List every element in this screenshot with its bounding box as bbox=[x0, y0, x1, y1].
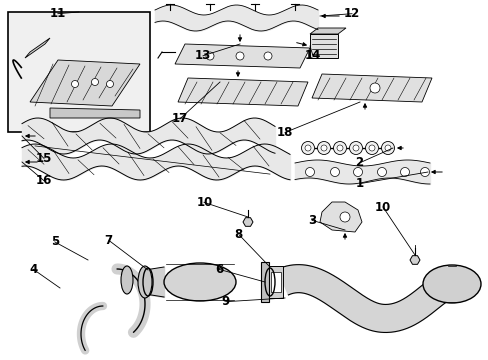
Text: 14: 14 bbox=[304, 49, 321, 62]
Polygon shape bbox=[311, 74, 431, 102]
Circle shape bbox=[381, 141, 394, 154]
Text: 16: 16 bbox=[36, 174, 52, 187]
Circle shape bbox=[384, 145, 390, 151]
Polygon shape bbox=[319, 202, 361, 232]
Circle shape bbox=[71, 81, 79, 87]
Polygon shape bbox=[409, 256, 419, 264]
Bar bbox=[268, 266, 283, 298]
Circle shape bbox=[336, 145, 342, 151]
Ellipse shape bbox=[353, 167, 362, 176]
Circle shape bbox=[205, 52, 214, 60]
Circle shape bbox=[91, 78, 98, 86]
Ellipse shape bbox=[121, 266, 133, 294]
Polygon shape bbox=[25, 38, 50, 58]
Text: 10: 10 bbox=[373, 201, 390, 213]
Polygon shape bbox=[309, 28, 346, 34]
Polygon shape bbox=[277, 265, 465, 333]
Text: 11: 11 bbox=[49, 7, 66, 20]
Ellipse shape bbox=[305, 167, 314, 176]
Circle shape bbox=[317, 141, 330, 154]
Text: 3: 3 bbox=[307, 214, 315, 227]
Text: 1: 1 bbox=[355, 177, 363, 190]
Polygon shape bbox=[50, 108, 140, 118]
Text: 7: 7 bbox=[104, 234, 112, 247]
Polygon shape bbox=[175, 44, 309, 68]
Circle shape bbox=[349, 141, 362, 154]
Polygon shape bbox=[30, 60, 140, 106]
Bar bbox=[309, 34, 337, 58]
Ellipse shape bbox=[330, 167, 339, 176]
Ellipse shape bbox=[138, 266, 152, 298]
Circle shape bbox=[368, 145, 374, 151]
Text: 10: 10 bbox=[196, 196, 212, 209]
Circle shape bbox=[301, 141, 314, 154]
Ellipse shape bbox=[163, 263, 236, 301]
Circle shape bbox=[305, 145, 310, 151]
Text: 15: 15 bbox=[36, 152, 52, 165]
Text: 2: 2 bbox=[355, 156, 363, 169]
Circle shape bbox=[264, 52, 271, 60]
Text: 5: 5 bbox=[51, 235, 59, 248]
Text: 18: 18 bbox=[276, 126, 292, 139]
Text: 17: 17 bbox=[171, 112, 188, 125]
Circle shape bbox=[106, 81, 113, 87]
Bar bbox=[261, 262, 268, 302]
Circle shape bbox=[320, 145, 326, 151]
Circle shape bbox=[365, 141, 378, 154]
Circle shape bbox=[333, 141, 346, 154]
Ellipse shape bbox=[420, 167, 428, 176]
Circle shape bbox=[236, 52, 244, 60]
Ellipse shape bbox=[377, 167, 386, 176]
Text: 12: 12 bbox=[343, 7, 360, 20]
Text: 4: 4 bbox=[29, 263, 37, 276]
Ellipse shape bbox=[400, 167, 408, 176]
Text: 6: 6 bbox=[215, 263, 223, 276]
Circle shape bbox=[369, 83, 379, 93]
Polygon shape bbox=[243, 218, 252, 226]
Text: 13: 13 bbox=[194, 49, 211, 62]
Circle shape bbox=[339, 212, 349, 222]
Bar bbox=[270, 272, 281, 292]
Circle shape bbox=[352, 145, 358, 151]
Polygon shape bbox=[178, 78, 307, 106]
Text: 8: 8 bbox=[234, 228, 242, 241]
Text: 9: 9 bbox=[222, 295, 229, 308]
Bar bbox=[8, 12, 150, 132]
Ellipse shape bbox=[422, 265, 480, 303]
